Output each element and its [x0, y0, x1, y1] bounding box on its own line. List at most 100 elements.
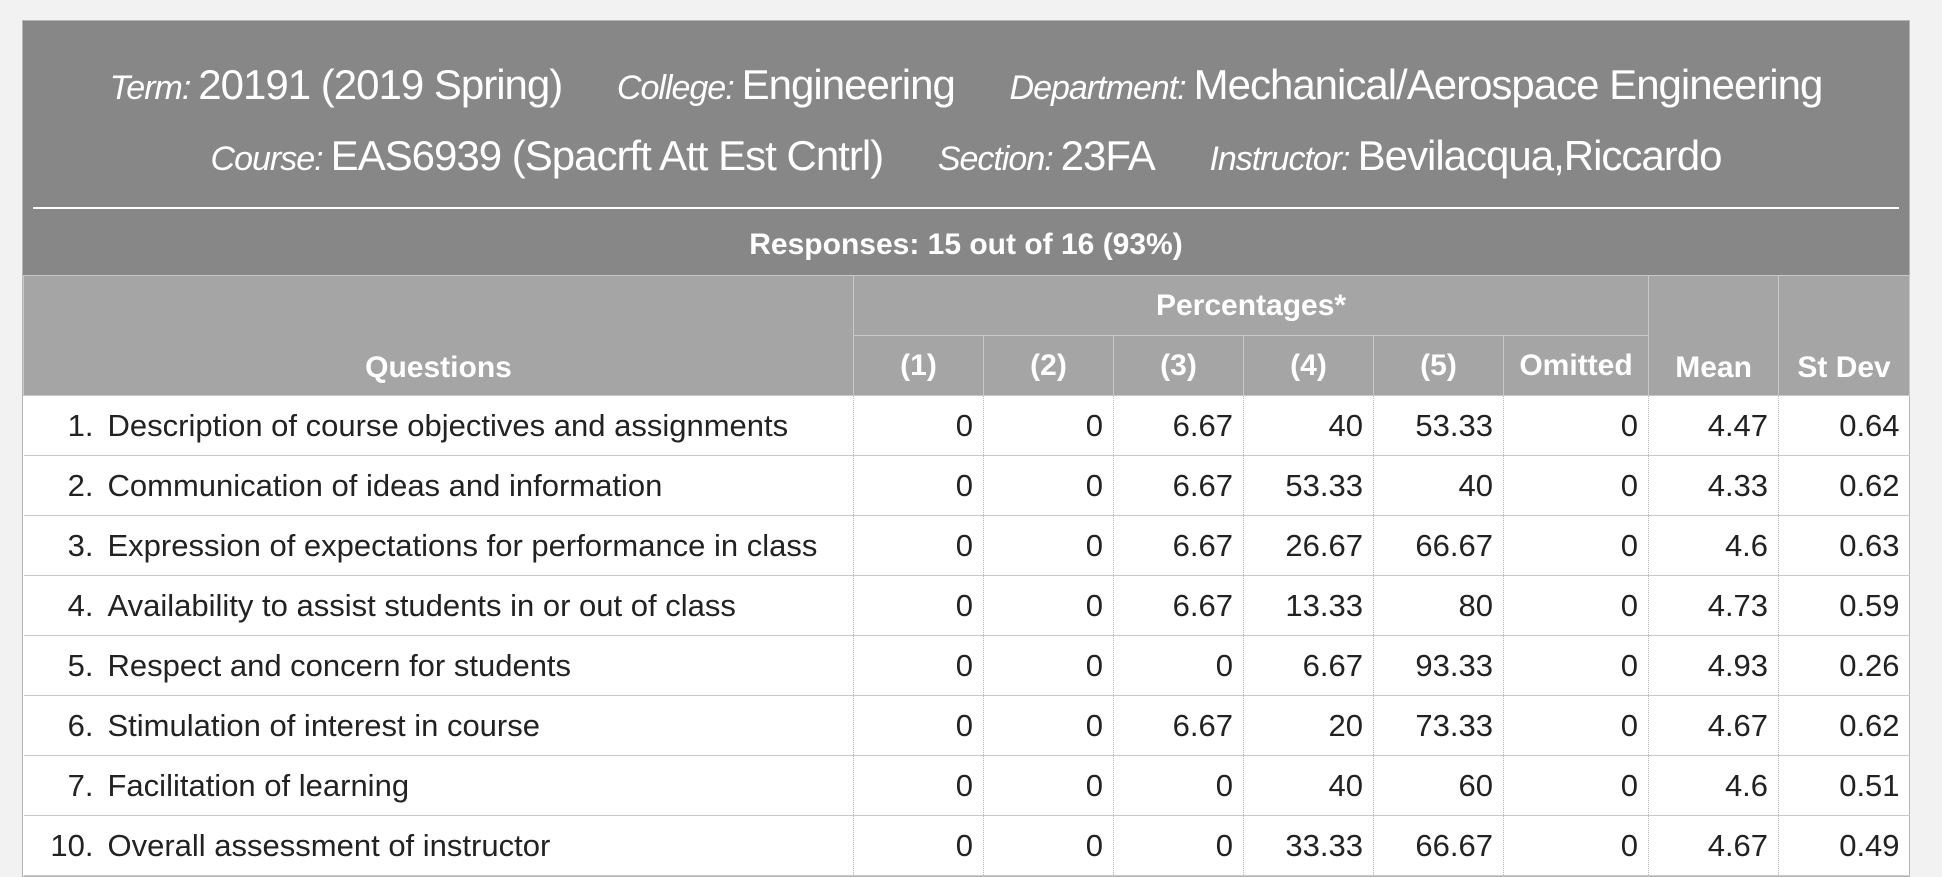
course-info-banner: Term: 20191 (2019 Spring) College: Enginee… — [23, 21, 1909, 275]
banner-line-1: Term: 20191 (2019 Spring) College: Enginee… — [33, 51, 1899, 122]
p2-header: (2) — [983, 335, 1114, 396]
percentages-header: Percentages* — [852, 275, 1650, 336]
section-field: Section: 23FA — [937, 132, 1156, 179]
department-value: Mechanical/Aerospace Engineering — [1193, 61, 1824, 108]
question-cell: 2. Communication of ideas and information — [23, 455, 854, 516]
stdev-cell: 0.64 — [1778, 395, 1910, 456]
mean-cell: 4.6 — [1648, 515, 1779, 576]
omitted-cell: 0 — [1502, 815, 1649, 876]
p4-cell: 53.33 — [1243, 455, 1374, 516]
evaluation-report: Term: 20191 (2019 Spring) College: Enginee… — [22, 20, 1911, 877]
p3-cell: 6.67 — [1113, 575, 1244, 636]
banner-divider — [33, 207, 1899, 209]
p1-cell: 0 — [853, 695, 984, 756]
question-number: 3. — [67, 527, 94, 563]
p2-cell: 0 — [983, 395, 1114, 456]
term-field: Term: 20191 (2019 Spring) — [110, 61, 564, 108]
question-cell: 4. Availability to assist students in or … — [23, 575, 854, 636]
p3-header: (3) — [1113, 335, 1244, 396]
question-cell: 7. Facilitation of learning — [23, 755, 854, 816]
question-text: Stimulation of interest in course — [107, 707, 541, 743]
p3-cell: 6.67 — [1113, 455, 1244, 516]
p5-cell: 60 — [1373, 755, 1504, 816]
p1-cell: 0 — [853, 395, 984, 456]
question-number: 2. — [67, 467, 94, 503]
stdev-cell: 0.59 — [1778, 575, 1910, 636]
department-field: Department: Mechanical/Aerospace Engineer… — [1009, 61, 1824, 108]
p2-cell: 0 — [983, 575, 1114, 636]
p5-cell: 73.33 — [1373, 695, 1504, 756]
section-value: 23FA — [1060, 132, 1156, 179]
omitted-cell: 0 — [1502, 455, 1649, 516]
p4-cell: 6.67 — [1243, 635, 1374, 696]
p2-cell: 0 — [983, 515, 1114, 576]
p3-cell: 6.67 — [1113, 695, 1244, 756]
responses-summary: Responses: 15 out of 16 (93%) — [749, 228, 1183, 261]
mean-header: Mean — [1648, 275, 1780, 396]
instructor-label: Instructor: — [1209, 140, 1350, 178]
p5-header: (5) — [1373, 335, 1504, 396]
question-number: 4. — [67, 587, 94, 623]
question-cell: 5. Respect and concern for students — [23, 635, 854, 696]
banner-line-2: Course: EAS6939 (Spacrft Att Est Cntrl) S… — [33, 122, 1899, 193]
instructor-field: Instructor: Bevilacqua,Riccardo — [1209, 132, 1723, 179]
question-text: Availability to assist students in or ou… — [107, 587, 736, 623]
p4-cell: 13.33 — [1243, 575, 1374, 636]
question-text: Expression of expectations for performan… — [107, 527, 818, 563]
p5-cell: 66.67 — [1373, 515, 1504, 576]
omitted-cell: 0 — [1502, 515, 1649, 576]
stdev-cell: 0.51 — [1778, 755, 1910, 816]
question-cell: 3. Expression of expectations for perform… — [23, 515, 854, 576]
question-text: Overall assessment of instructor — [107, 827, 551, 863]
mean-cell: 4.73 — [1648, 575, 1779, 636]
p1-cell: 0 — [853, 455, 984, 516]
question-number: 5. — [67, 647, 94, 683]
p5-cell: 53.33 — [1373, 395, 1504, 456]
questions-header: Questions — [23, 275, 854, 396]
p1-header: (1) — [853, 335, 984, 396]
question-text: Respect and concern for students — [107, 647, 572, 683]
p5-cell: 66.67 — [1373, 815, 1504, 876]
department-label: Department: — [1009, 69, 1187, 107]
table-row: 10. Overall assessment of instructor 0 0 … — [23, 815, 1910, 876]
course-label: Course: — [210, 140, 324, 178]
p1-cell: 0 — [853, 755, 984, 816]
p3-cell: 0 — [1113, 635, 1244, 696]
p4-cell: 33.33 — [1243, 815, 1374, 876]
table-row: 4. Availability to assist students in or … — [23, 575, 1910, 636]
p5-cell: 80 — [1373, 575, 1504, 636]
p4-cell: 40 — [1243, 395, 1374, 456]
p3-cell: 6.67 — [1113, 515, 1244, 576]
mean-cell: 4.33 — [1648, 455, 1779, 516]
stdev-cell: 0.63 — [1778, 515, 1910, 576]
p3-cell: 0 — [1113, 755, 1244, 816]
p1-cell: 0 — [853, 635, 984, 696]
mean-cell: 4.6 — [1648, 755, 1779, 816]
p1-cell: 0 — [853, 815, 984, 876]
p5-cell: 40 — [1373, 455, 1504, 516]
results-table: Questions Percentages* Mean St Dev (1) (… — [23, 275, 1911, 876]
p2-cell: 0 — [983, 755, 1114, 816]
question-cell: 10. Overall assessment of instructor — [23, 815, 854, 876]
question-cell: 1. Description of course objectives and a… — [23, 395, 854, 456]
mean-cell: 4.67 — [1648, 695, 1779, 756]
p2-cell: 0 — [983, 635, 1114, 696]
p1-cell: 0 — [853, 515, 984, 576]
table-row: 5. Respect and concern for students 0 0 0… — [23, 635, 1910, 696]
section-label: Section: — [937, 140, 1054, 178]
p3-cell: 6.67 — [1113, 395, 1244, 456]
omitted-cell: 0 — [1502, 635, 1649, 696]
question-number: 6. — [67, 707, 94, 743]
omitted-cell: 0 — [1502, 575, 1649, 636]
p4-header: (4) — [1243, 335, 1374, 396]
table-row: 1. Description of course objectives and a… — [23, 395, 1910, 456]
instructor-value: Bevilacqua,Riccardo — [1357, 132, 1723, 179]
omitted-cell: 0 — [1502, 395, 1649, 456]
p4-cell: 20 — [1243, 695, 1374, 756]
p3-cell: 0 — [1113, 815, 1244, 876]
question-number: 1. — [67, 407, 94, 443]
mean-cell: 4.93 — [1648, 635, 1779, 696]
p2-cell: 0 — [983, 455, 1114, 516]
stdev-cell: 0.62 — [1778, 455, 1910, 516]
college-label: College: — [616, 69, 735, 107]
